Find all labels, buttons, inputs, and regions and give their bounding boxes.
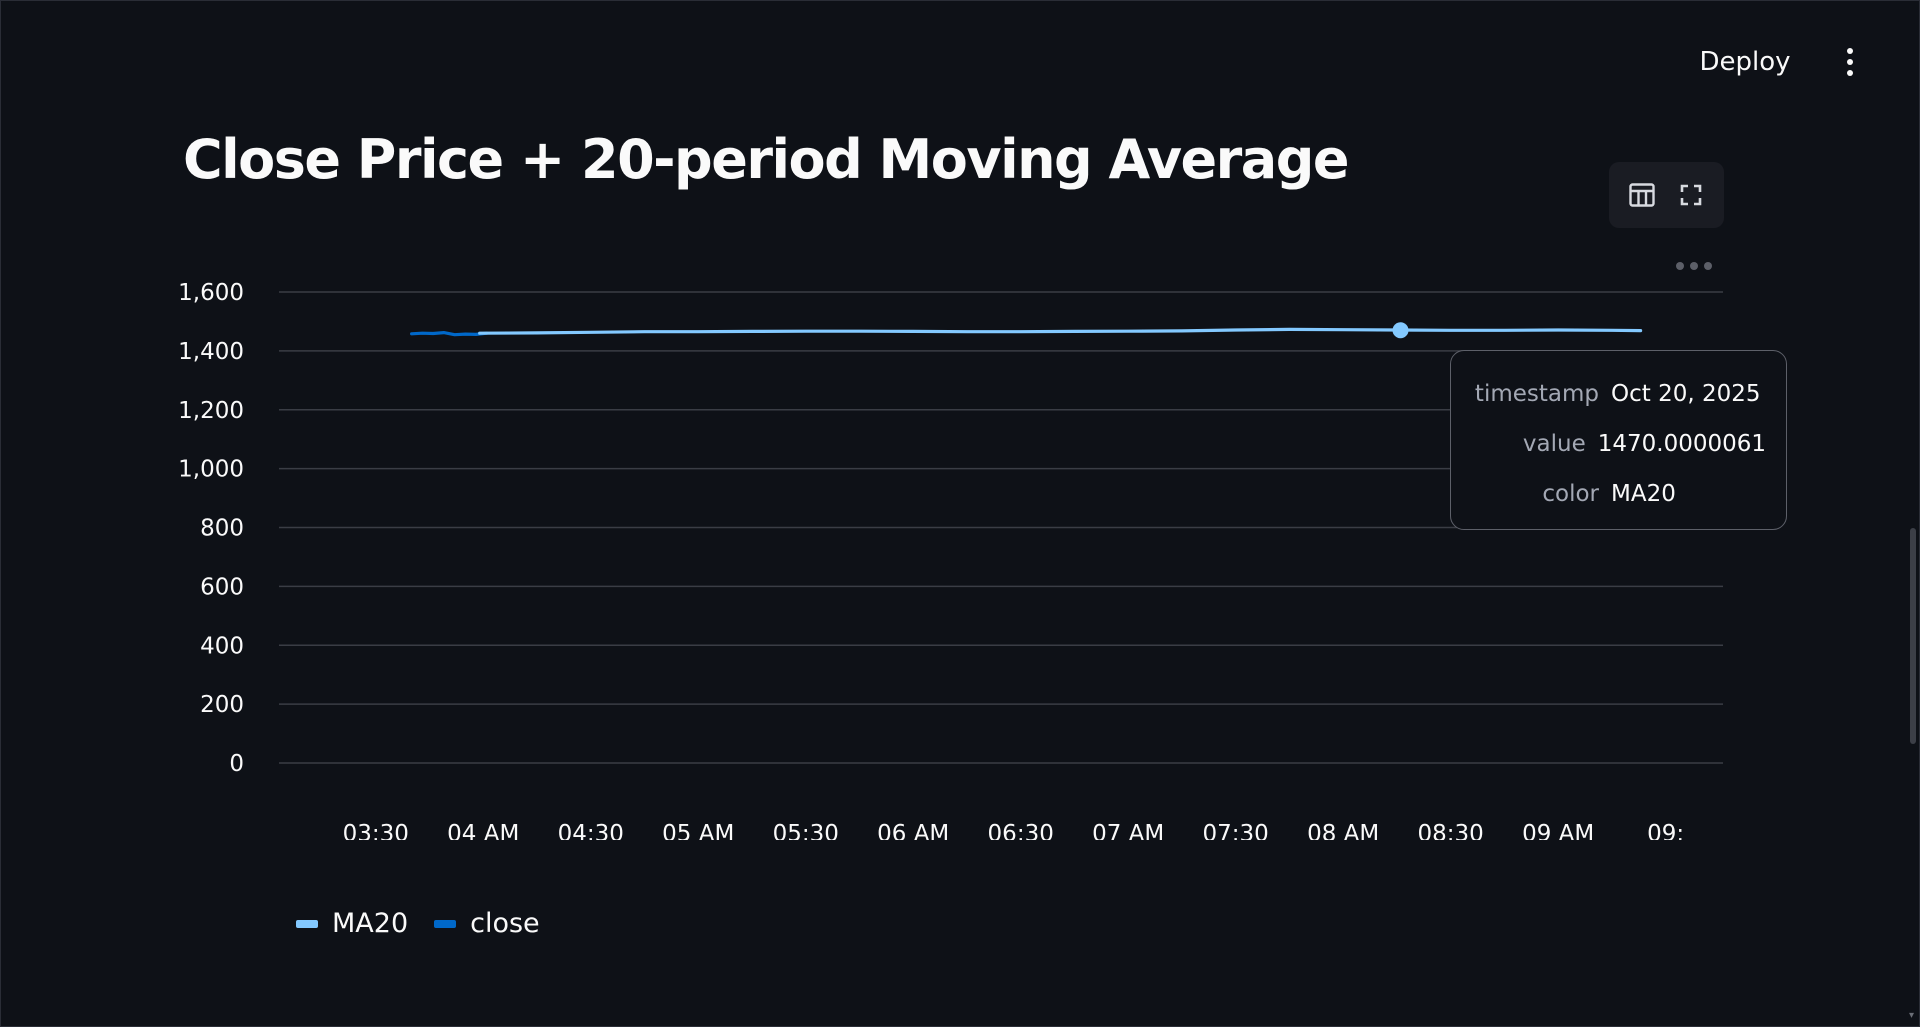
chart-tooltip: timestamp Oct 20, 2025 value 1470.000006… xyxy=(1450,350,1787,530)
tooltip-key: value xyxy=(1471,431,1598,457)
tooltip-row-timestamp: timestamp Oct 20, 2025 xyxy=(1471,369,1766,419)
y-tick-label: 1,400 xyxy=(178,339,244,365)
y-tick-label: 400 xyxy=(200,633,244,659)
y-tick-label: 0 xyxy=(229,751,244,777)
tooltip-row-color: color MA20 xyxy=(1471,469,1766,519)
legend-item-ma20[interactable]: MA20 xyxy=(296,908,408,939)
x-tick-label: 08:30 xyxy=(1418,821,1484,847)
legend-item-close[interactable]: close xyxy=(434,908,540,939)
x-tick-label: 08 AM xyxy=(1307,821,1379,847)
y-tick-label: 1,000 xyxy=(178,457,244,483)
x-tick-label: 07 AM xyxy=(1092,821,1164,847)
tooltip-key: color xyxy=(1471,481,1611,507)
x-tick-label: 05:30 xyxy=(773,821,839,847)
legend-swatch-ma20 xyxy=(296,920,318,928)
x-tick-label: 07:30 xyxy=(1203,821,1269,847)
tooltip-key: timestamp xyxy=(1471,381,1611,407)
x-tick-label: 09: xyxy=(1647,821,1684,847)
tooltip-row-value: value 1470.0000061 xyxy=(1471,419,1766,469)
x-tick-label: 04:30 xyxy=(558,821,624,847)
y-tick-label: 1,200 xyxy=(178,398,244,424)
y-tick-label: 600 xyxy=(200,574,244,600)
tooltip-value: MA20 xyxy=(1611,481,1676,507)
x-tick-label: 04 AM xyxy=(447,821,519,847)
y-tick-label: 200 xyxy=(200,692,244,718)
legend-label: MA20 xyxy=(332,908,408,939)
x-tick-label: 03:30 xyxy=(343,821,409,847)
resize-corner-icon: ▾ xyxy=(1909,1012,1917,1020)
legend-swatch-close xyxy=(434,920,456,928)
series-line-close xyxy=(412,333,487,335)
x-tick-label: 06 AM xyxy=(877,821,949,847)
page-scrollbar[interactable] xyxy=(1910,528,1916,744)
y-tick-label: 800 xyxy=(200,516,244,542)
series-line-ma20 xyxy=(480,329,1641,333)
x-tick-label: 09 AM xyxy=(1522,821,1594,847)
chart-legend: MA20 close xyxy=(296,908,566,939)
highlight-point xyxy=(1393,322,1409,338)
tooltip-value: 1470.0000061 xyxy=(1598,431,1766,457)
y-tick-label: 1,600 xyxy=(178,280,244,306)
x-tick-label: 05 AM xyxy=(662,821,734,847)
legend-label: close xyxy=(470,908,540,939)
x-tick-label: 06:30 xyxy=(988,821,1054,847)
tooltip-value: Oct 20, 2025 xyxy=(1611,381,1761,407)
